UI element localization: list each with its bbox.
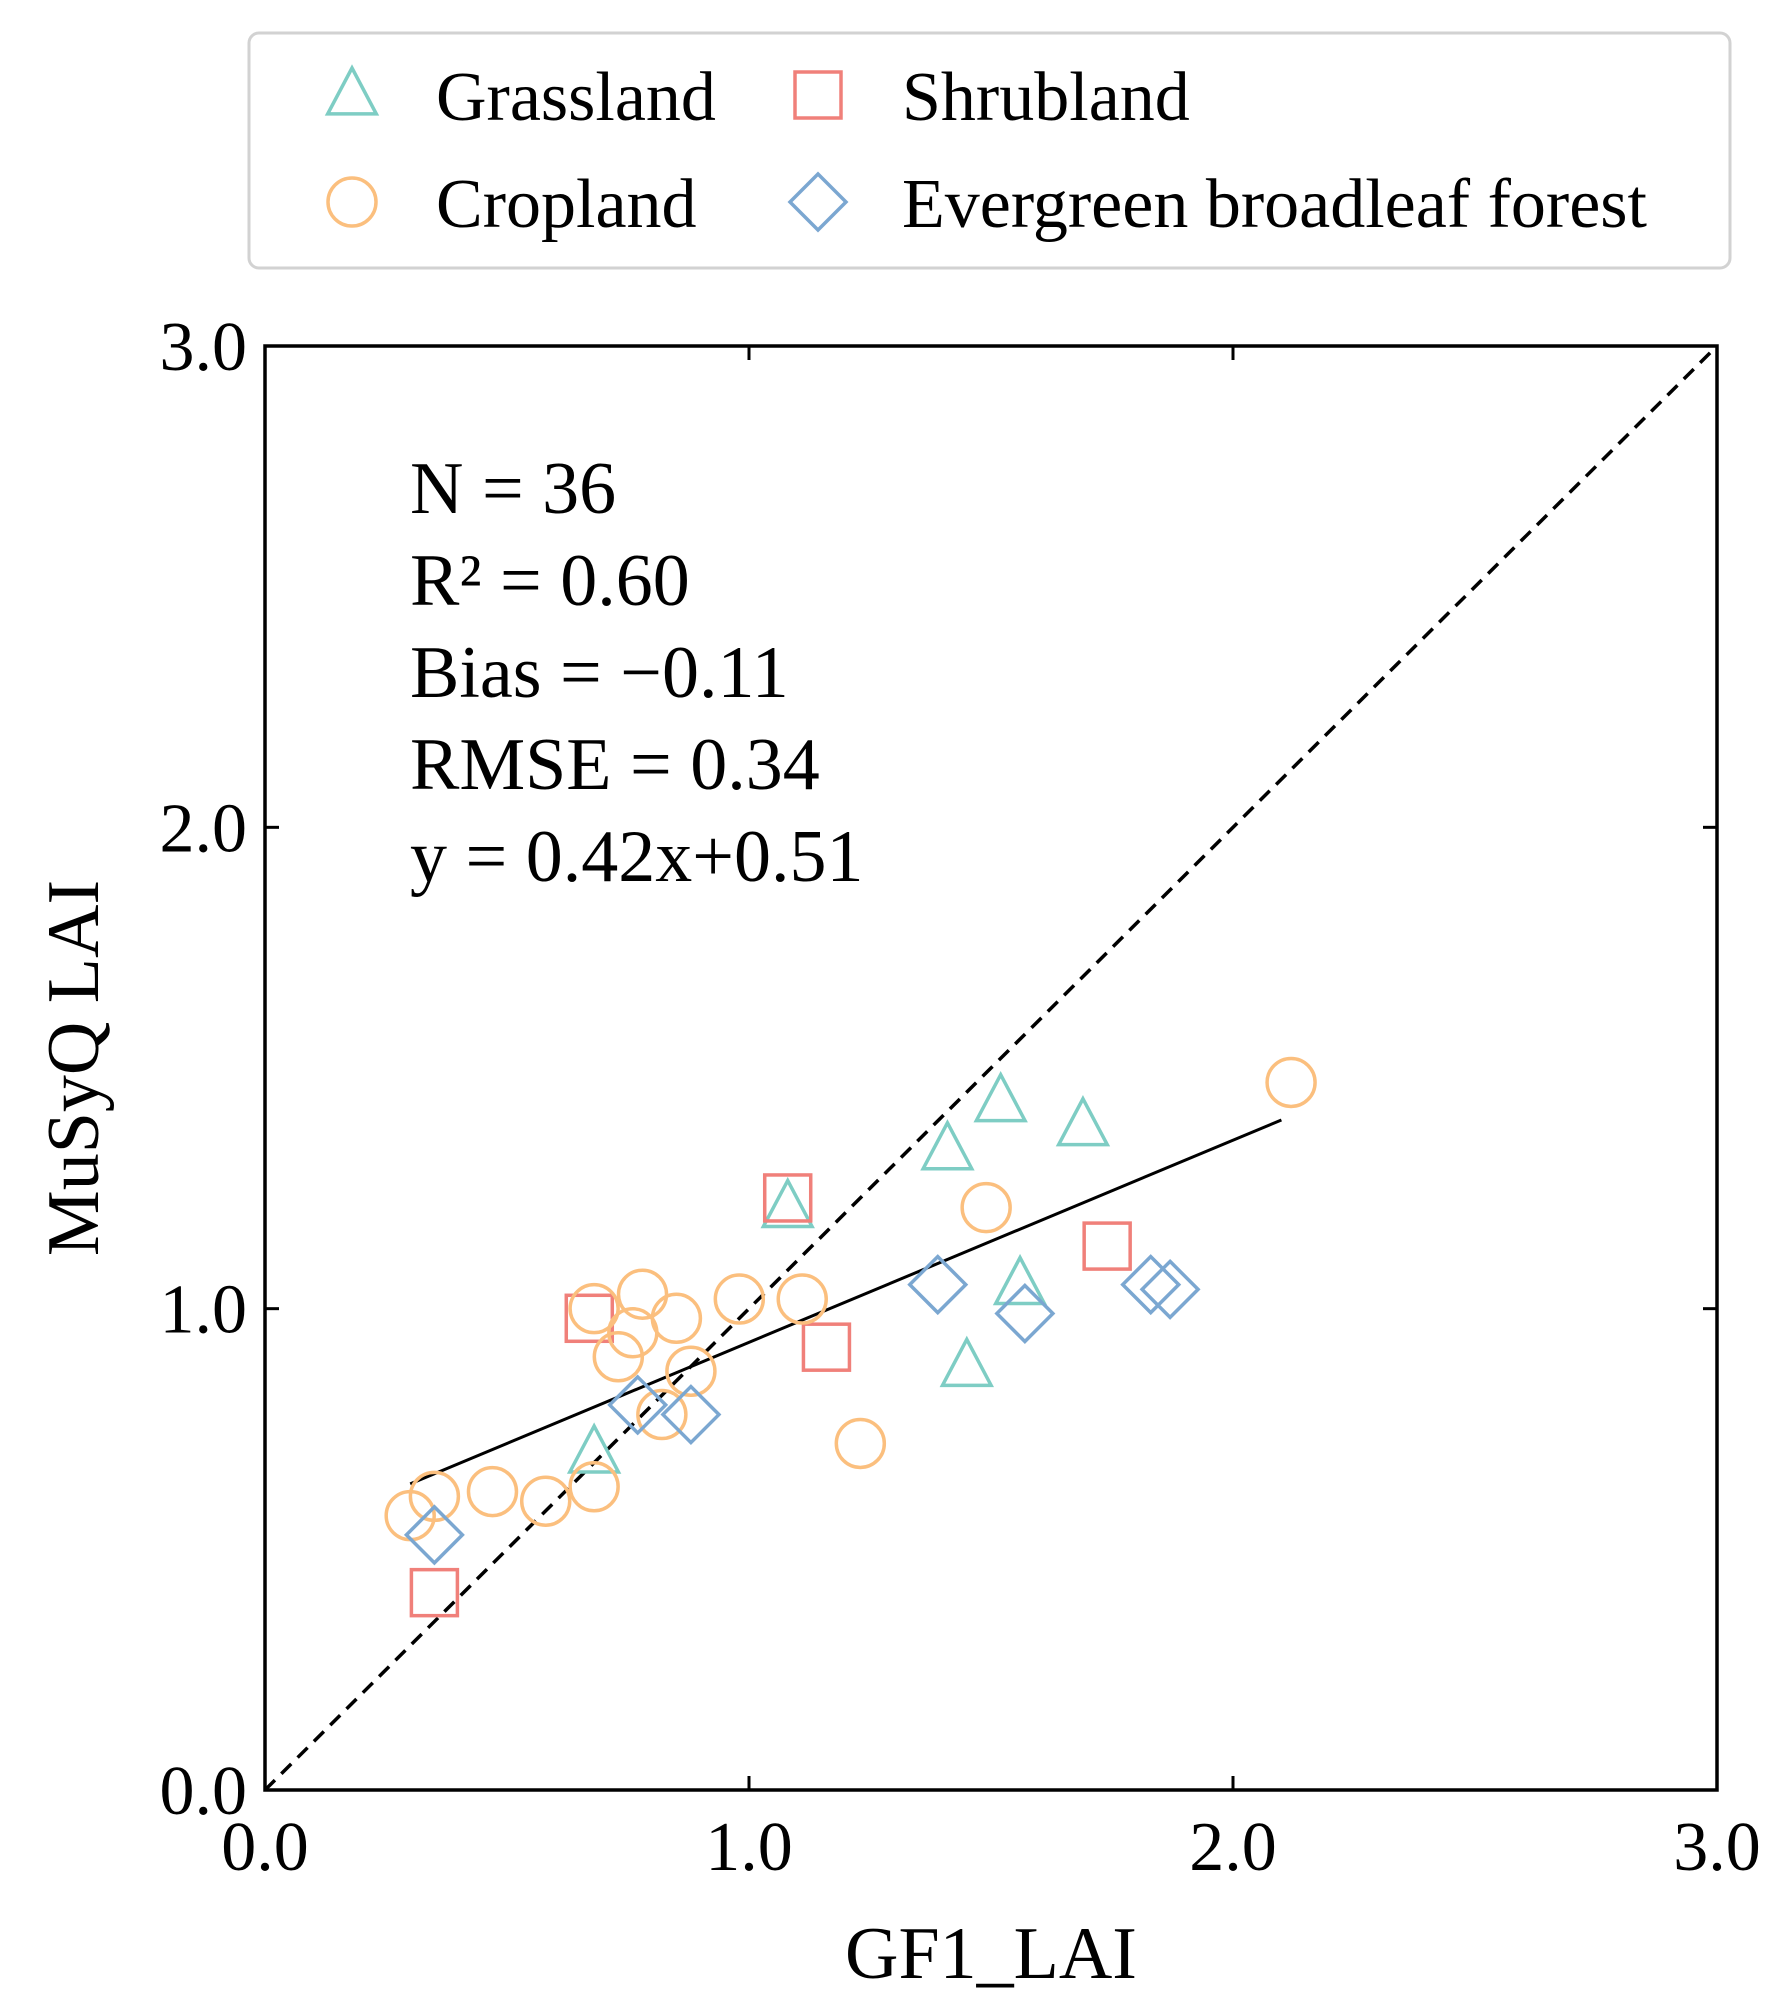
y-axis-label: MuSyQ LAI xyxy=(33,880,115,1256)
data-point-grassland xyxy=(920,1119,975,1171)
legend-entry-grassland: Grassland xyxy=(324,59,716,136)
legend-marker-grassland xyxy=(324,64,380,116)
stats-line: RMSE = 0.34 xyxy=(410,724,820,806)
legend-entry-shrubland: Shrubland xyxy=(793,59,1190,136)
data-point-grassland xyxy=(939,1335,995,1388)
legend-entry-evergreen-broadleaf-forest: Evergreen broadleaf forest xyxy=(787,166,1648,243)
data-point-cropland xyxy=(713,1273,766,1325)
stats-line: R² = 0.60 xyxy=(410,540,690,622)
legend-label: Shrubland xyxy=(902,59,1190,136)
stats-annotation: N = 36 R² = 0.60 Bias = −0.11 RMSE = 0.34 y … xyxy=(410,448,863,898)
y-tick-label: 3.0 xyxy=(160,309,248,386)
data-point-cropland xyxy=(568,1461,620,1513)
data-point-grassland xyxy=(973,1070,1028,1123)
legend-marker-shrubland xyxy=(793,70,843,120)
legend-label: Evergreen broadleaf forest xyxy=(902,166,1648,243)
y-tick-label: 0.0 xyxy=(160,1753,248,1830)
stats-line: N = 36 xyxy=(410,448,616,530)
legend-label: Cropland xyxy=(436,166,697,243)
data-point-grassland xyxy=(992,1253,1048,1306)
data-point-shrubland xyxy=(409,1567,460,1618)
data-point-evergreen-broadleaf-forest xyxy=(660,1384,722,1446)
data-point-cropland xyxy=(466,1465,519,1518)
series-grassland xyxy=(566,1070,1111,1474)
legend-entry-cropland: Cropland xyxy=(326,166,697,243)
legend-label: Grassland xyxy=(436,59,716,136)
series-cropland xyxy=(384,1056,1317,1542)
data-point-cropland xyxy=(834,1417,887,1470)
data-point-cropland xyxy=(650,1292,703,1345)
x-tick-label: 1.0 xyxy=(705,1809,793,1886)
data-point-shrubland xyxy=(801,1322,852,1372)
y-tick-label: 1.0 xyxy=(160,1272,248,1349)
stats-line: y = 0.42x+0.51 xyxy=(410,816,863,898)
legend-marker-cropland xyxy=(326,176,378,228)
data-point-cropland xyxy=(616,1268,669,1320)
legend-marker-evergreen-broadleaf-forest xyxy=(787,171,849,233)
data-point-cropland xyxy=(776,1273,828,1325)
y-tick-label: 2.0 xyxy=(160,790,248,867)
data-point-evergreen-broadleaf-forest xyxy=(994,1283,1056,1344)
data-point-evergreen-broadleaf-forest xyxy=(403,1504,465,1566)
x-tick-label: 2.0 xyxy=(1189,1809,1277,1886)
data-point-cropland xyxy=(592,1331,645,1383)
data-point-shrubland xyxy=(762,1173,813,1223)
series-shrubland xyxy=(409,1173,1132,1618)
data-point-evergreen-broadleaf-forest xyxy=(1120,1254,1182,1316)
data-point-evergreen-broadleaf-forest xyxy=(607,1374,669,1436)
data-point-cropland xyxy=(636,1388,688,1441)
plot-frame xyxy=(263,344,1719,1792)
x-axis-label: GF1_LAI xyxy=(845,1913,1137,1995)
data-point-cropland xyxy=(519,1475,572,1527)
data-point-evergreen-broadleaf-forest xyxy=(1139,1258,1201,1320)
data-point-cropland xyxy=(568,1282,620,1335)
data-point-grassland xyxy=(760,1176,815,1229)
data-point-cropland xyxy=(665,1345,717,1397)
data-point-cropland xyxy=(408,1470,461,1523)
data-point-cropland xyxy=(960,1181,1012,1234)
data-point-shrubland xyxy=(1082,1221,1132,1271)
identity-line xyxy=(265,346,1717,1790)
data-point-evergreen-broadleaf-forest xyxy=(907,1254,969,1316)
regression-line xyxy=(409,1118,1282,1486)
series-evergreen-broadleaf-forest xyxy=(403,1254,1201,1566)
legend: Grassland Cropland Shrubland Evergreen broa… xyxy=(247,31,1732,270)
legend-frame xyxy=(247,31,1732,270)
x-tick-label: 0.0 xyxy=(221,1809,309,1886)
data-point-grassland xyxy=(1055,1095,1111,1147)
x-tick-label: 3.0 xyxy=(1673,1809,1761,1886)
data-point-grassland xyxy=(566,1422,622,1474)
stats-line: Bias = −0.11 xyxy=(410,632,789,714)
data-point-cropland xyxy=(1265,1056,1317,1109)
